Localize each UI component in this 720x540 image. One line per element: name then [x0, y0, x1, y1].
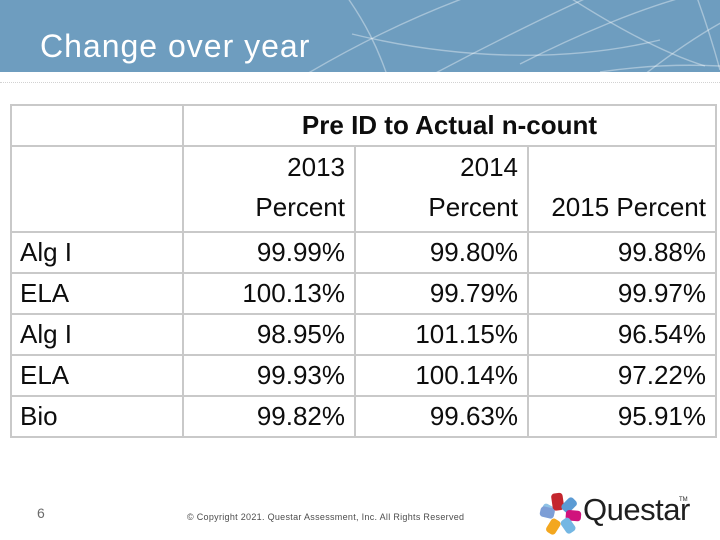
cell-value: 99.79% [354, 272, 529, 315]
table-row: Bio 99.82% 99.63% 95.91% [10, 395, 717, 438]
cell-value: 101.15% [354, 313, 529, 356]
trademark-symbol: TM [679, 497, 688, 503]
preid-to-actual-table: Pre ID to Actual n-count 2013 Percent 20… [10, 104, 717, 438]
table-row-year-headers: 2013 Percent 2014 Percent 2015 Percent [10, 145, 717, 233]
table-row-merged-header: Pre ID to Actual n-count [10, 104, 717, 147]
column-header-label: 2013 Percent [255, 152, 345, 222]
cell-value: 99.88% [527, 231, 717, 274]
cell-value: 99.97% [527, 272, 717, 315]
column-header-label: 2014 Percent [428, 152, 518, 222]
page-number: 6 [37, 505, 45, 521]
cell-value: 99.63% [354, 395, 529, 438]
row-label: Bio [10, 395, 184, 438]
table-row: Alg I 98.95% 101.15% 96.54% [10, 313, 717, 356]
cell-value: 100.13% [182, 272, 356, 315]
cell-value: 95.91% [527, 395, 717, 438]
cell-value: 96.54% [527, 313, 717, 356]
cell-value: 98.95% [182, 313, 356, 356]
slide-title: Change over year [40, 28, 311, 64]
table-row: ELA 99.93% 100.14% 97.22% [10, 354, 717, 397]
cell-value: 100.14% [354, 354, 529, 397]
row-label: Alg I [10, 313, 184, 356]
row-label: ELA [10, 354, 184, 397]
copyright-text: © Copyright 2021. Questar Assessment, In… [187, 512, 465, 522]
row-label: Alg I [10, 231, 184, 274]
column-header-2015: 2015 Percent [527, 145, 717, 233]
column-header-2014: 2014 Percent [354, 145, 529, 233]
column-header-2013: 2013 Percent [182, 145, 356, 233]
questar-logo-text: Questar [583, 492, 690, 527]
cell-value: 97.22% [527, 354, 717, 397]
slide-header-band: Change over year [0, 0, 720, 72]
column-header-label: 2015 Percent [551, 192, 706, 222]
merged-header-cell: Pre ID to Actual n-count [182, 104, 717, 147]
cell-value: 99.82% [182, 395, 356, 438]
questar-logo: Questar TM [537, 489, 697, 539]
placeholder-divider-line [0, 82, 720, 83]
cell-value: 99.93% [182, 354, 356, 397]
table-container: Pre ID to Actual n-count 2013 Percent 20… [10, 104, 717, 438]
cell-value: 99.80% [354, 231, 529, 274]
row-label: ELA [10, 272, 184, 315]
cell-value: 99.99% [182, 231, 356, 274]
table-row: ELA 100.13% 99.79% 99.97% [10, 272, 717, 315]
questar-pinwheel-icon [539, 492, 582, 535]
table-row: Alg I 99.99% 99.80% 99.88% [10, 231, 717, 274]
empty-corner-cell [10, 145, 184, 233]
empty-corner-cell [10, 104, 184, 147]
header-pattern-lines [308, 0, 720, 72]
